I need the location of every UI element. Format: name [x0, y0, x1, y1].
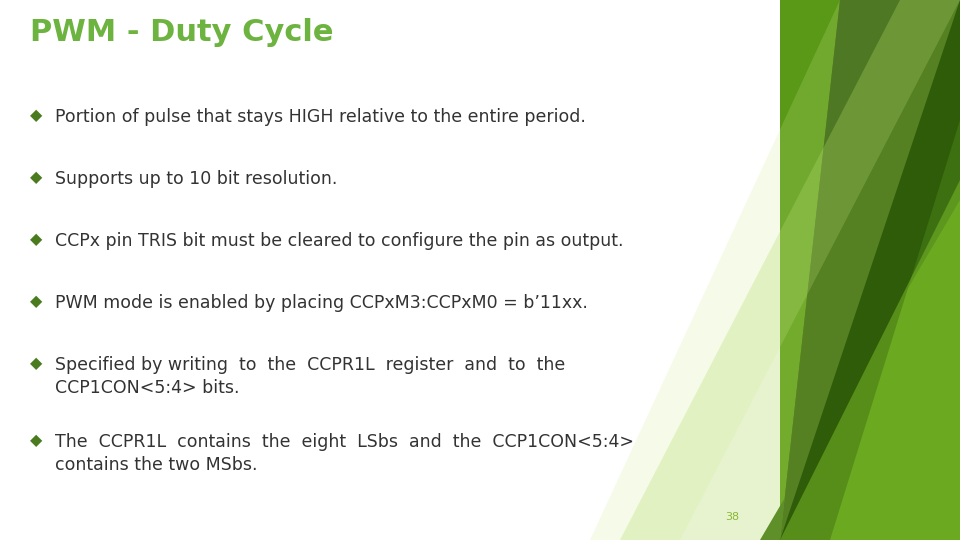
Polygon shape [780, 0, 960, 540]
Text: ◆: ◆ [30, 170, 42, 185]
Polygon shape [590, 0, 960, 540]
Text: CCPx pin TRIS bit must be cleared to configure the pin as output.: CCPx pin TRIS bit must be cleared to con… [55, 232, 623, 250]
Text: ◆: ◆ [30, 294, 42, 309]
Text: ◆: ◆ [30, 433, 42, 448]
Text: Supports up to 10 bit resolution.: Supports up to 10 bit resolution. [55, 170, 337, 188]
Text: The  CCPR1L  contains  the  eight  LSbs  and  the  CCP1CON<5:4>
contains the two: The CCPR1L contains the eight LSbs and t… [55, 433, 634, 474]
Polygon shape [780, 0, 960, 540]
Text: ◆: ◆ [30, 356, 42, 371]
Text: PWM - Duty Cycle: PWM - Duty Cycle [30, 18, 333, 47]
Polygon shape [760, 0, 960, 540]
Polygon shape [660, 180, 960, 540]
Text: 38: 38 [725, 512, 739, 522]
Text: ◆: ◆ [30, 108, 42, 123]
Text: Specified by writing  to  the  CCPR1L  register  and  to  the
CCP1CON<5:4> bits.: Specified by writing to the CCPR1L regis… [55, 356, 565, 397]
Text: PWM mode is enabled by placing CCPxM3:CCPxM0 = b’11xx.: PWM mode is enabled by placing CCPxM3:CC… [55, 294, 588, 312]
Text: Portion of pulse that stays HIGH relative to the entire period.: Portion of pulse that stays HIGH relativ… [55, 108, 586, 126]
Polygon shape [620, 0, 960, 540]
Text: ◆: ◆ [30, 232, 42, 247]
